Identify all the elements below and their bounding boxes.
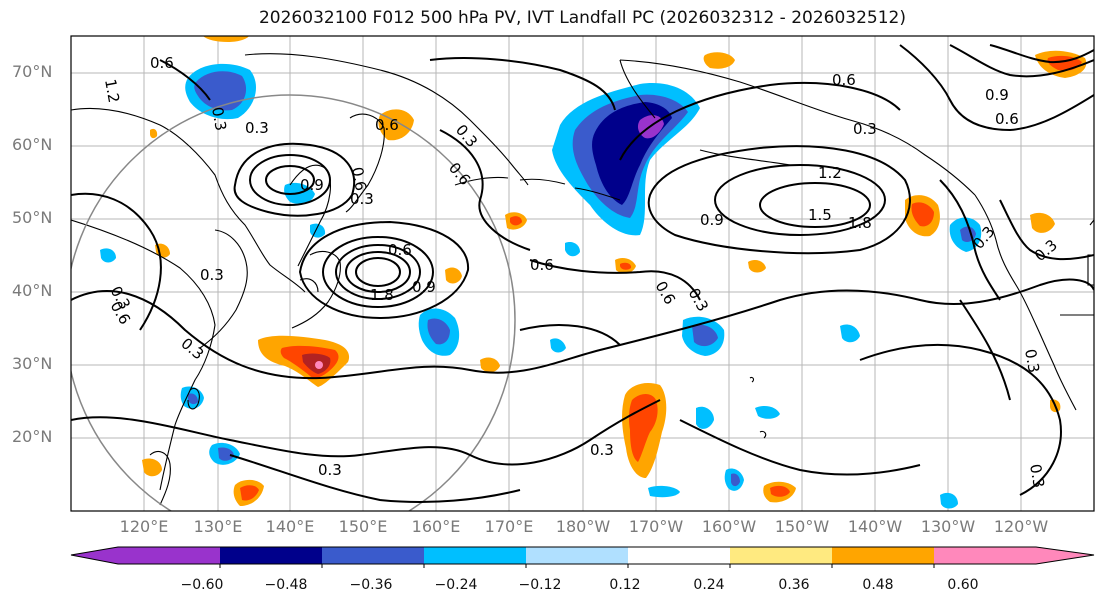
lon-label: 130°E — [193, 517, 243, 536]
lat-label: 50°N — [12, 208, 53, 227]
contour-label: 0.6 — [388, 241, 412, 259]
lat-label: 20°N — [12, 427, 53, 446]
lon-label: 140°E — [265, 517, 315, 536]
lon-label: 150°W — [774, 517, 830, 536]
ivt-shading — [100, 36, 1087, 509]
contour-label: 0.9 — [985, 86, 1009, 104]
contour-label: 0.6 — [832, 71, 856, 89]
lon-label: 120°W — [993, 517, 1049, 536]
contour-label: 1.5 — [808, 206, 832, 224]
lon-label: 140°W — [847, 517, 903, 536]
colorbar-tick-label: −0.24 — [434, 577, 478, 593]
lat-label: 60°N — [12, 135, 53, 154]
contour-label: 0.3 — [350, 190, 374, 208]
colorbar-tick-label: −0.60 — [180, 577, 224, 593]
lon-label: 150°E — [338, 517, 388, 536]
lon-label: 170°E — [484, 517, 534, 536]
contour-label: 1.8 — [848, 214, 872, 232]
contour-label: 0.6 — [995, 110, 1019, 128]
colorbar-tick-label: 0.36 — [778, 577, 810, 593]
contour-label: 0.3 — [208, 106, 230, 133]
contour-label: 0.6 — [375, 116, 399, 134]
colorbar-tick-label: −0.48 — [264, 577, 308, 593]
contour-label: 0.3 — [318, 461, 342, 479]
contour-label: 0.3 — [590, 441, 614, 459]
region-circle — [71, 94, 516, 511]
colorbar-tick-label: 0.60 — [947, 577, 979, 593]
contour-label: 1.2 — [101, 78, 123, 105]
lat-label: 40°N — [12, 281, 53, 300]
contour-label: 0.6 — [150, 54, 174, 72]
lon-label: 180°W — [555, 517, 611, 536]
lon-label: 120°E — [119, 517, 169, 536]
contour-label: 0.3 — [1026, 463, 1048, 490]
contour-label: 0.3 — [853, 120, 877, 138]
colorbar-tick-label: −0.36 — [349, 577, 393, 593]
colorbar-tick-label: −0.12 — [518, 577, 562, 593]
lon-label: 130°W — [920, 517, 976, 536]
pv-contours — [71, 44, 1094, 503]
lon-label: 160°W — [701, 517, 757, 536]
map-frame — [70, 35, 1095, 512]
lon-label: 170°W — [628, 517, 684, 536]
contour-label: 1.8 — [370, 286, 394, 304]
map-title: 2026032100 F012 500 hPa PV, IVT Landfall… — [258, 8, 906, 28]
contour-label: 0.3 — [200, 266, 224, 284]
contour-label: 0.9 — [412, 278, 436, 296]
contour-label: 0.3 — [245, 119, 269, 137]
contour-label: 1.2 — [818, 164, 842, 182]
lat-label: 70°N — [12, 62, 53, 81]
colorbar-tick-label: 0.24 — [693, 577, 725, 593]
gridlines — [71, 36, 1094, 511]
contour-label: 0.3 — [1021, 348, 1043, 375]
coastlines — [71, 53, 1094, 506]
lon-label: 160°E — [411, 517, 461, 536]
contour-label: 0.9 — [300, 176, 324, 194]
lat-label: 30°N — [12, 354, 53, 373]
colorbar-tick-label: 0.48 — [862, 577, 894, 593]
contour-label: 0.9 — [700, 211, 724, 229]
contour-label: 0.6 — [530, 256, 554, 274]
contour-label: 0.6 — [348, 166, 370, 193]
colorbar-tick-label: 0.12 — [609, 577, 641, 593]
